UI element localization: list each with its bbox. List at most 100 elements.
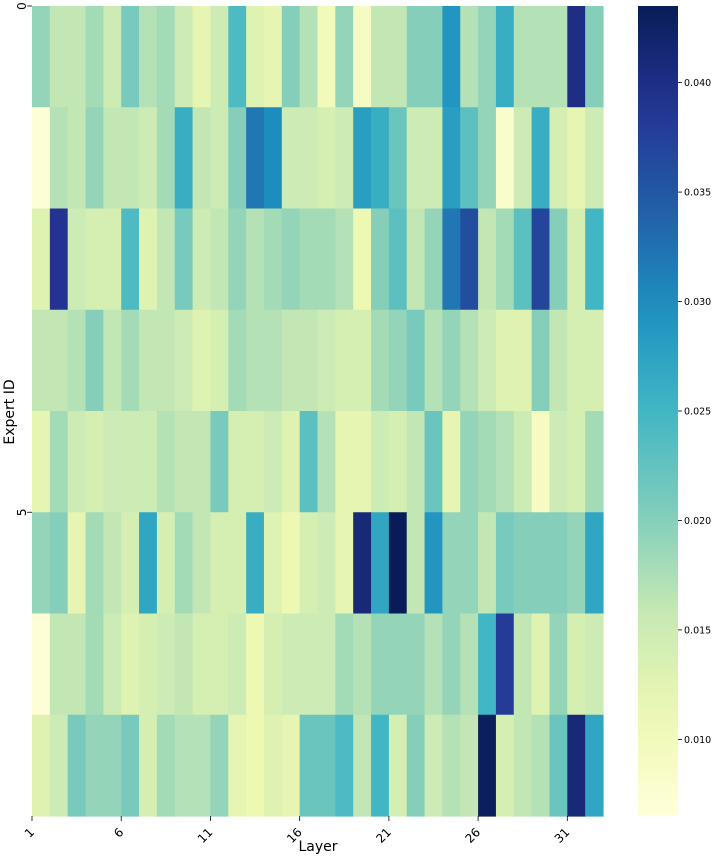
heatmap-cell (85, 714, 104, 817)
heatmap-cell (210, 6, 229, 108)
heatmap-cell (460, 613, 479, 716)
heatmap-cell (299, 208, 319, 311)
heatmap-cell (228, 512, 247, 615)
heatmap-cell (388, 411, 408, 513)
heatmap-cell (192, 512, 212, 615)
heatmap-cell (121, 208, 140, 311)
heatmap-cell (495, 411, 515, 513)
x-tick-label: 11 (195, 825, 216, 846)
heatmap-cell (139, 309, 158, 412)
heatmap-cell (388, 107, 408, 210)
heatmap-cell (85, 107, 104, 210)
heatmap-cell (335, 613, 354, 716)
heatmap-cell (299, 512, 319, 615)
heatmap-cell (32, 6, 51, 108)
heatmap-cell (210, 714, 229, 817)
heatmap-cell (460, 107, 479, 210)
heatmap-cell (281, 6, 301, 108)
heatmap-cell (388, 208, 408, 311)
heatmap-cell (263, 714, 283, 817)
heatmap-cell (371, 6, 390, 108)
heatmap-cell (299, 613, 319, 716)
heatmap-cell (121, 613, 140, 716)
heatmap-cell (424, 107, 443, 210)
heatmap-cell (424, 208, 443, 311)
heatmap-cell (299, 411, 319, 513)
heatmap-cell (246, 411, 265, 513)
heatmap-cell (32, 512, 51, 615)
heatmap-cell (371, 613, 390, 716)
heatmap-cell (406, 714, 426, 817)
x-tick-label: 31 (552, 825, 573, 846)
heatmap-cell (103, 6, 122, 108)
heatmap-cell (388, 613, 408, 716)
colorbar (638, 6, 678, 816)
heatmap-cell (67, 6, 87, 108)
heatmap-cell (103, 411, 122, 513)
y-axis-label: Expert ID (2, 379, 18, 444)
heatmap-cell (67, 512, 87, 615)
heatmap-cell (246, 613, 265, 716)
heatmap-cell (246, 6, 265, 108)
heatmap-cell (174, 714, 194, 817)
heatmap-cell (210, 512, 229, 615)
heatmap-cell (371, 309, 390, 412)
heatmap-cell (495, 714, 515, 817)
heatmap-cell (139, 6, 158, 108)
colorbar-tick-label: 0.025 (684, 407, 711, 418)
heatmap-cell (228, 6, 247, 108)
x-axis-ticks: 1 6 11 16 21 26 31 (22, 816, 573, 846)
heatmap-cell (228, 411, 247, 513)
heatmap-cell (531, 613, 551, 716)
heatmap-cell (353, 107, 372, 210)
heatmap-cell (353, 714, 372, 817)
heatmap-cell (406, 613, 426, 716)
x-tick-label: 1 (22, 825, 37, 840)
heatmap-cell (388, 512, 408, 615)
heatmap-cell (317, 411, 336, 513)
heatmap-cell (281, 512, 301, 615)
heatmap-cell (228, 107, 247, 210)
heatmap-cell (156, 714, 176, 817)
heatmap-cell (371, 107, 390, 210)
heatmap-cell (103, 208, 122, 311)
heatmap-cell (531, 512, 551, 615)
heatmap-cell (67, 411, 87, 513)
heatmap-cell (478, 309, 497, 412)
heatmap-cell (371, 714, 390, 817)
heatmap-cell (103, 107, 122, 210)
heatmap-cell (67, 613, 87, 716)
heatmap-cell (317, 512, 336, 615)
heatmap-cell (567, 309, 586, 412)
heatmap-cell (585, 714, 604, 817)
heatmap-cell (388, 714, 408, 817)
heatmap-cell (567, 6, 586, 108)
heatmap-cell (281, 613, 301, 716)
heatmap-cell (388, 309, 408, 412)
heatmap-cell (406, 6, 426, 108)
heatmap-cell (32, 411, 51, 513)
heatmap-cell (460, 6, 479, 108)
heatmap-cell (495, 309, 515, 412)
heatmap-cell (585, 208, 604, 311)
colorbar-tick-label: 0.010 (684, 735, 711, 746)
heatmap-cell (406, 208, 426, 311)
y-axis-ticks: 05 (15, 2, 32, 516)
heatmap-cell (67, 208, 87, 311)
heatmap-cell (478, 613, 497, 716)
heatmap-cell (174, 309, 194, 412)
heatmap-cell (192, 208, 212, 311)
heatmap-cell (174, 512, 194, 615)
heatmap-cell (139, 411, 158, 513)
heatmap-cell (335, 411, 354, 513)
heatmap-cell (228, 613, 247, 716)
heatmap-cell (353, 411, 372, 513)
heatmap-cell (585, 411, 604, 513)
heatmap-cell (531, 411, 551, 513)
heatmap-cell (103, 613, 122, 716)
heatmap-cells (32, 6, 604, 817)
heatmap-cell (478, 512, 497, 615)
heatmap-cell (121, 512, 140, 615)
heatmap-cell (49, 309, 69, 412)
heatmap-cell (585, 613, 604, 716)
